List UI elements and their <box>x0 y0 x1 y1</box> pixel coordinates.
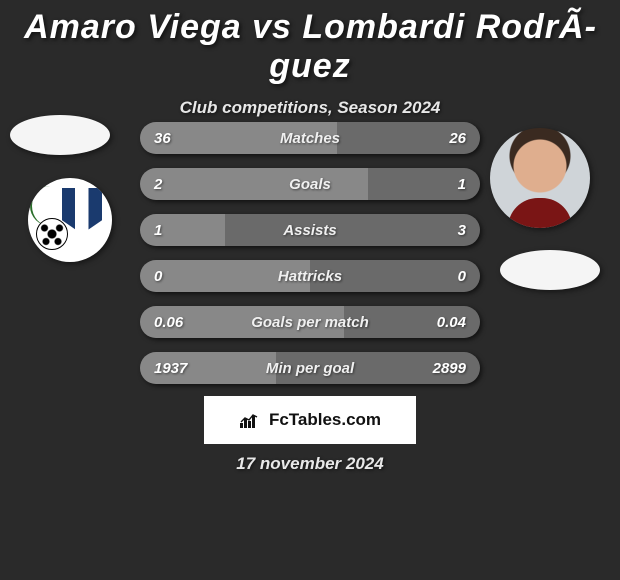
stat-right-value: 3 <box>458 222 466 239</box>
stat-row: 1 Assists 3 <box>140 214 480 246</box>
stat-left-value: 0.06 <box>154 314 183 331</box>
page-title: Amaro Viega vs Lombardi RodrÃ­guez <box>0 0 620 86</box>
date-text: 17 november 2024 <box>0 454 620 474</box>
stat-label: Goals <box>289 176 331 193</box>
stat-row: 36 Matches 26 <box>140 122 480 154</box>
player-right-avatar <box>490 128 590 228</box>
club-left-logo <box>28 178 112 262</box>
stat-label: Assists <box>283 222 336 239</box>
club-right-logo-placeholder <box>500 250 600 290</box>
stat-left-value: 36 <box>154 130 171 147</box>
stat-left-value: 1937 <box>154 360 187 377</box>
stat-right-value: 0.04 <box>437 314 466 331</box>
branding-icon <box>239 411 263 429</box>
stat-left-value: 0 <box>154 268 162 285</box>
stat-row: 0.06 Goals per match 0.04 <box>140 306 480 338</box>
stat-label: Goals per match <box>251 314 369 331</box>
stat-label: Min per goal <box>266 360 354 377</box>
player-left-avatar-placeholder <box>10 115 110 155</box>
stat-right-value: 26 <box>449 130 466 147</box>
stat-row: 0 Hattricks 0 <box>140 260 480 292</box>
branding-text: FcTables.com <box>269 410 381 430</box>
stat-label: Hattricks <box>278 268 342 285</box>
stat-right-value: 1 <box>458 176 466 193</box>
branding-badge: FcTables.com <box>204 396 416 444</box>
stats-container: 36 Matches 26 2 Goals 1 1 Assists 3 0 Hattricks 0 0.… <box>140 122 480 398</box>
stat-right-value: 2899 <box>433 360 466 377</box>
stat-left-value: 2 <box>154 176 162 193</box>
page-subtitle: Club competitions, Season 2024 <box>0 98 620 118</box>
stat-label: Matches <box>280 130 340 147</box>
stat-left-value: 1 <box>154 222 162 239</box>
stat-row: 1937 Min per goal 2899 <box>140 352 480 384</box>
stat-right-value: 0 <box>458 268 466 285</box>
stat-row: 2 Goals 1 <box>140 168 480 200</box>
